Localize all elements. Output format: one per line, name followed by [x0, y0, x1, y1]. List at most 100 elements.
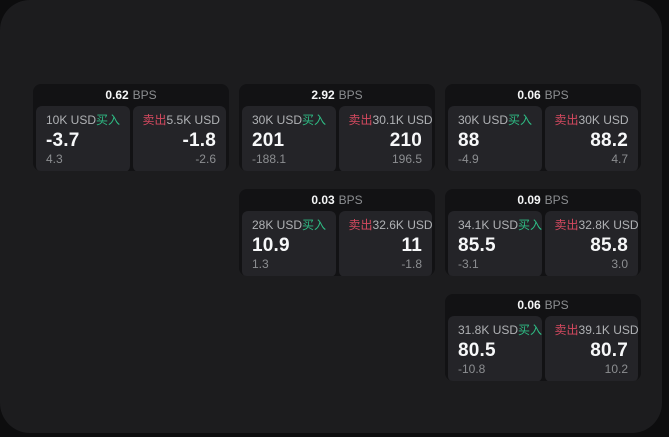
- bps-unit-label: BPS: [338, 88, 363, 102]
- sell-quote-value: 85.8: [590, 235, 628, 256]
- buy-sub-value: -3.1: [458, 257, 479, 271]
- sell-side-label: 卖出: [554, 113, 579, 127]
- sell-amount: 30K USD: [578, 113, 629, 127]
- buy-side-label: 买入: [96, 113, 121, 127]
- bps-value: 0.03: [311, 193, 335, 207]
- quote-panels: 31.8K USD 买入 80.5 -10.8 卖出 39.1K USD 80.…: [445, 316, 641, 381]
- sell-amount: 39.1K USD: [578, 323, 639, 337]
- sell-top-row: 卖出 30K USD: [555, 113, 629, 127]
- buy-quote-value: 10.9: [252, 235, 290, 256]
- buy-top-row: 30K USD 买入: [458, 113, 532, 127]
- buy-side-label: 买入: [508, 113, 533, 127]
- sell-sub-value: 10.2: [604, 362, 628, 376]
- spread-card-grid: 0.62 BPS 10K USD 买入 -3.7 4.3 卖出 5.5K USD…: [33, 84, 641, 381]
- bps-value: 0.06: [517, 298, 541, 312]
- bps-value: 0.62: [105, 88, 129, 102]
- sell-panel[interactable]: 卖出 32.8K USD 85.8 3.0: [544, 211, 639, 276]
- sell-amount: 30.1K USD: [372, 113, 433, 127]
- bps-value: 0.06: [517, 88, 541, 102]
- buy-panel[interactable]: 31.8K USD 买入 80.5 -10.8: [448, 316, 542, 381]
- card-header: 2.92 BPS: [239, 84, 435, 106]
- spread-card: 2.92 BPS 30K USD 买入 201 -188.1 卖出 30.1K …: [239, 84, 435, 171]
- bps-unit-label: BPS: [544, 298, 569, 312]
- spread-card: 0.09 BPS 34.1K USD 买入 85.5 -3.1 卖出 32.8K…: [445, 189, 641, 276]
- bps-unit-label: BPS: [544, 88, 569, 102]
- sell-top-row: 卖出 32.6K USD: [348, 218, 433, 232]
- buy-panel[interactable]: 30K USD 买入 201 -188.1: [242, 106, 336, 171]
- sell-quote-value: 80.7: [590, 340, 628, 361]
- buy-panel[interactable]: 34.1K USD 买入 85.5 -3.1: [448, 211, 542, 276]
- bps-value: 0.09: [517, 193, 541, 207]
- sell-side-label: 卖出: [348, 113, 373, 127]
- sell-panel[interactable]: 卖出 5.5K USD -1.8 -2.6: [132, 106, 226, 171]
- sell-amount: 32.8K USD: [578, 218, 639, 232]
- sell-quote-value: -1.8: [182, 130, 216, 151]
- sell-panel[interactable]: 卖出 30K USD 88.2 4.7: [544, 106, 638, 171]
- sell-panel[interactable]: 卖出 39.1K USD 80.7 10.2: [544, 316, 639, 381]
- buy-side-label: 买入: [302, 113, 327, 127]
- buy-top-row: 30K USD 买入: [252, 113, 326, 127]
- bps-unit-label: BPS: [338, 193, 363, 207]
- card-header: 0.06 BPS: [445, 294, 641, 316]
- sell-sub-value: 196.5: [391, 152, 422, 166]
- buy-sub-value: -4.9: [458, 152, 479, 166]
- buy-sub-value: 1.3: [252, 257, 269, 271]
- spread-card: 0.62 BPS 10K USD 买入 -3.7 4.3 卖出 5.5K USD…: [33, 84, 229, 171]
- sell-amount: 5.5K USD: [166, 113, 220, 127]
- sell-quote-value: 11: [401, 235, 422, 256]
- sell-top-row: 卖出 30.1K USD: [348, 113, 433, 127]
- quote-panels: 30K USD 买入 201 -188.1 卖出 30.1K USD 210 1…: [239, 106, 435, 171]
- buy-amount: 10K USD: [46, 113, 97, 127]
- sell-quote-value: 210: [389, 130, 422, 151]
- bps-value: 2.92: [311, 88, 335, 102]
- sell-top-row: 卖出 32.8K USD: [554, 218, 639, 232]
- spread-card: 0.03 BPS 28K USD 买入 10.9 1.3 卖出 32.6K US…: [239, 189, 435, 276]
- buy-quote-value: 85.5: [458, 235, 496, 256]
- buy-side-label: 买入: [518, 218, 543, 232]
- card-header: 0.03 BPS: [239, 189, 435, 211]
- buy-top-row: 10K USD 买入: [46, 113, 120, 127]
- spread-card: 0.06 BPS 31.8K USD 买入 80.5 -10.8 卖出 39.1…: [445, 294, 641, 381]
- buy-panel[interactable]: 30K USD 买入 88 -4.9: [448, 106, 542, 171]
- buy-top-row: 28K USD 买入: [252, 218, 326, 232]
- bps-unit-label: BPS: [132, 88, 157, 102]
- buy-amount: 30K USD: [252, 113, 303, 127]
- quote-panels: 34.1K USD 买入 85.5 -3.1 卖出 32.8K USD 85.8…: [445, 211, 641, 276]
- sell-panel[interactable]: 卖出 30.1K USD 210 196.5: [338, 106, 433, 171]
- quote-panels: 30K USD 买入 88 -4.9 卖出 30K USD 88.2 4.7: [445, 106, 641, 171]
- sell-side-label: 卖出: [348, 218, 373, 232]
- sell-sub-value: 4.7: [611, 152, 628, 166]
- buy-amount: 28K USD: [252, 218, 303, 232]
- quote-panels: 28K USD 买入 10.9 1.3 卖出 32.6K USD 11 -1.8: [239, 211, 435, 276]
- buy-quote-value: -3.7: [46, 130, 80, 151]
- sell-top-row: 卖出 39.1K USD: [554, 323, 639, 337]
- sell-side-label: 卖出: [142, 113, 167, 127]
- buy-sub-value: 4.3: [46, 152, 63, 166]
- buy-sub-value: -188.1: [252, 152, 287, 166]
- quote-panels: 10K USD 买入 -3.7 4.3 卖出 5.5K USD -1.8 -2.…: [33, 106, 229, 171]
- card-header: 0.06 BPS: [445, 84, 641, 106]
- buy-top-row: 31.8K USD 买入: [458, 323, 542, 337]
- buy-quote-value: 80.5: [458, 340, 496, 361]
- card-header: 0.62 BPS: [33, 84, 229, 106]
- sell-sub-value: 3.0: [611, 257, 628, 271]
- buy-sub-value: -10.8: [458, 362, 486, 376]
- buy-quote-value: 88: [458, 130, 480, 151]
- buy-amount: 30K USD: [458, 113, 509, 127]
- sell-sub-value: -2.6: [195, 152, 216, 166]
- bps-unit-label: BPS: [544, 193, 569, 207]
- buy-panel[interactable]: 28K USD 买入 10.9 1.3: [242, 211, 336, 276]
- sell-side-label: 卖出: [554, 323, 579, 337]
- sell-side-label: 卖出: [554, 218, 579, 232]
- sell-top-row: 卖出 5.5K USD: [142, 113, 220, 127]
- card-header: 0.09 BPS: [445, 189, 641, 211]
- buy-top-row: 34.1K USD 买入: [458, 218, 542, 232]
- spread-card: 0.06 BPS 30K USD 买入 88 -4.9 卖出 30K USD 8…: [445, 84, 641, 171]
- sell-amount: 32.6K USD: [372, 218, 433, 232]
- buy-amount: 34.1K USD: [458, 218, 519, 232]
- sell-panel[interactable]: 卖出 32.6K USD 11 -1.8: [338, 211, 433, 276]
- sell-quote-value: 88.2: [590, 130, 628, 151]
- buy-side-label: 买入: [302, 218, 327, 232]
- buy-panel[interactable]: 10K USD 买入 -3.7 4.3: [36, 106, 130, 171]
